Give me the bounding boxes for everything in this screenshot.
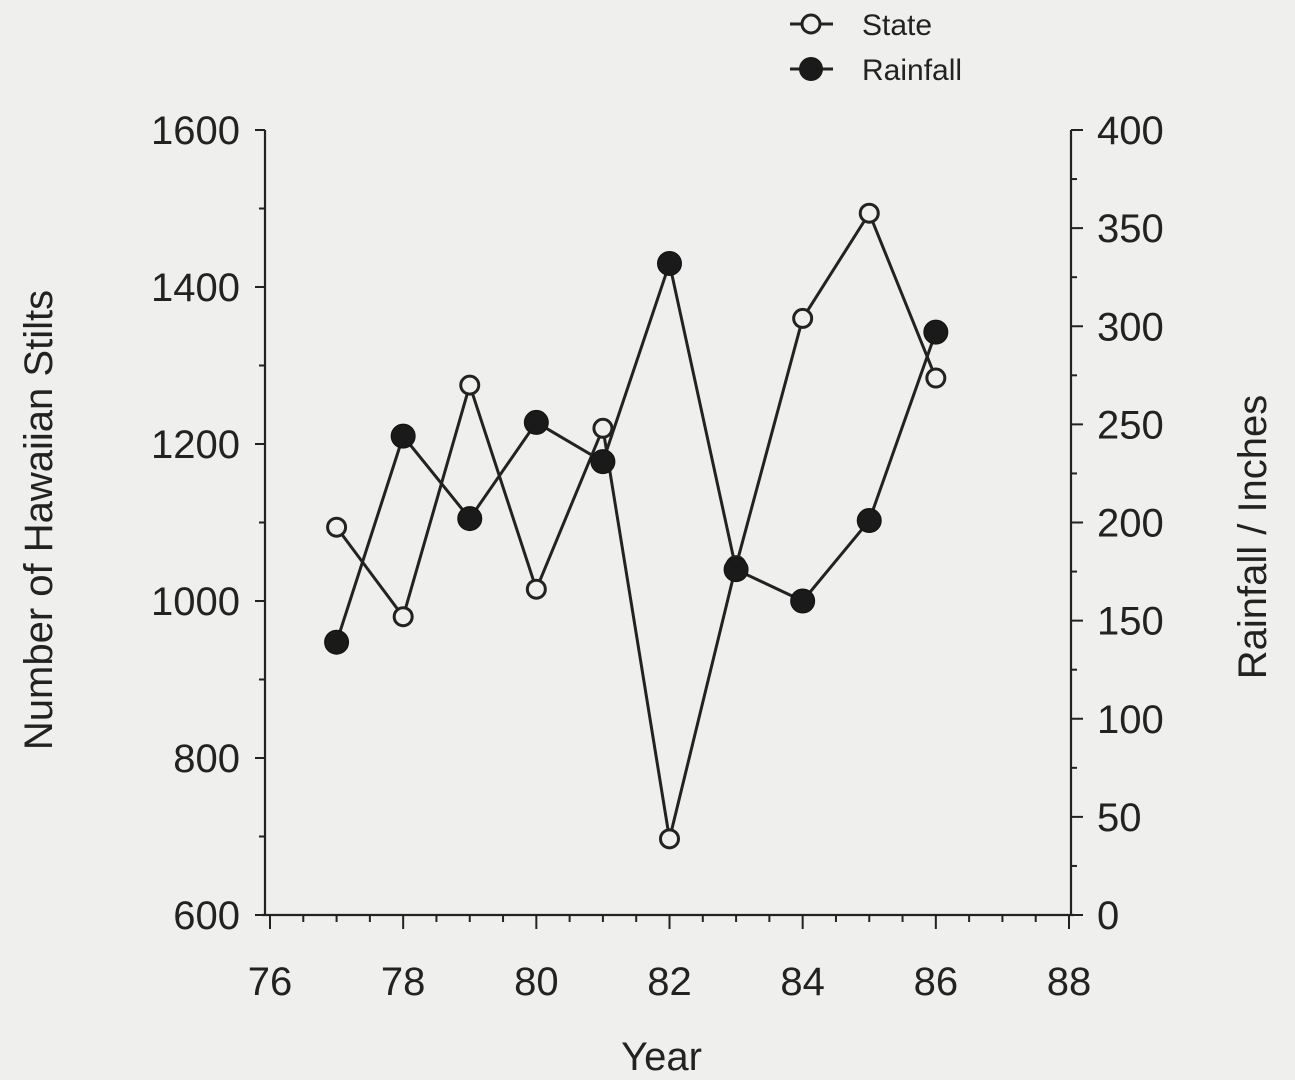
legend: State Rainfall (790, 9, 962, 87)
rainfall-point (590, 449, 616, 475)
x-tick-label: 82 (647, 960, 692, 1004)
state-point (858, 202, 880, 224)
state-point (525, 578, 547, 600)
series-layer (324, 202, 949, 850)
state-point (459, 374, 481, 396)
y-left-tick-label: 1400 (151, 266, 240, 310)
rainfall-legend-label: Rainfall (862, 54, 962, 87)
state-point (792, 307, 814, 329)
y-left-tick-label: 800 (173, 737, 240, 781)
y-right-tick-label: 300 (1097, 305, 1164, 349)
state-legend-label: State (862, 9, 932, 42)
x-tick-label: 86 (914, 960, 959, 1004)
y-left-tick-label: 1000 (151, 580, 240, 624)
x-tick-label: 88 (1047, 960, 1092, 1004)
axes: 600 800 1000 1200 1400 1600 0 50 100 150 200 250 300… (151, 109, 1164, 1004)
x-tick-label: 80 (514, 960, 559, 1004)
y-axis-left-title: Number of Hawaiian Stilts (17, 290, 61, 750)
y-right-tick-label: 0 (1097, 894, 1119, 938)
rainfall-point (923, 319, 949, 345)
y-right-tick-label: 100 (1097, 698, 1164, 742)
rainfall-point (324, 629, 350, 655)
x-tick-label: 76 (248, 960, 293, 1004)
state-point (592, 417, 614, 439)
state-point (659, 828, 680, 850)
rainfall-point (856, 508, 882, 534)
x-tick-label: 78 (381, 960, 426, 1004)
state-legend-marker (800, 13, 822, 35)
y-right-tick-label: 250 (1097, 403, 1164, 447)
y-right-tick-label: 150 (1097, 600, 1164, 644)
rainfall-point (457, 506, 483, 532)
rainfall-series-line (335, 257, 938, 643)
rainfall-point (657, 250, 682, 276)
y-right-tick-label: 50 (1097, 796, 1142, 840)
x-axis-title: Year (621, 1035, 702, 1079)
y-right-tick-label: 350 (1097, 207, 1164, 251)
y-left-tick-label: 1200 (151, 423, 240, 467)
rainfall-point (723, 557, 749, 583)
state-series-line (335, 209, 938, 840)
rainfall-point (523, 409, 549, 435)
y-right-tick-label: 400 (1097, 109, 1164, 153)
rainfall-point (790, 588, 816, 614)
state-point (326, 516, 348, 538)
rainfall-legend-marker (799, 57, 823, 81)
rainfall-point (390, 423, 416, 449)
y-axis-right-title: Rainfall / Inches (1231, 395, 1275, 680)
y-right-tick-label: 200 (1097, 502, 1164, 546)
state-point (392, 606, 414, 628)
y-left-tick-label: 1600 (151, 109, 240, 153)
state-point (925, 367, 947, 389)
y-left-tick-label: 600 (173, 894, 240, 938)
x-tick-label: 84 (780, 960, 825, 1004)
